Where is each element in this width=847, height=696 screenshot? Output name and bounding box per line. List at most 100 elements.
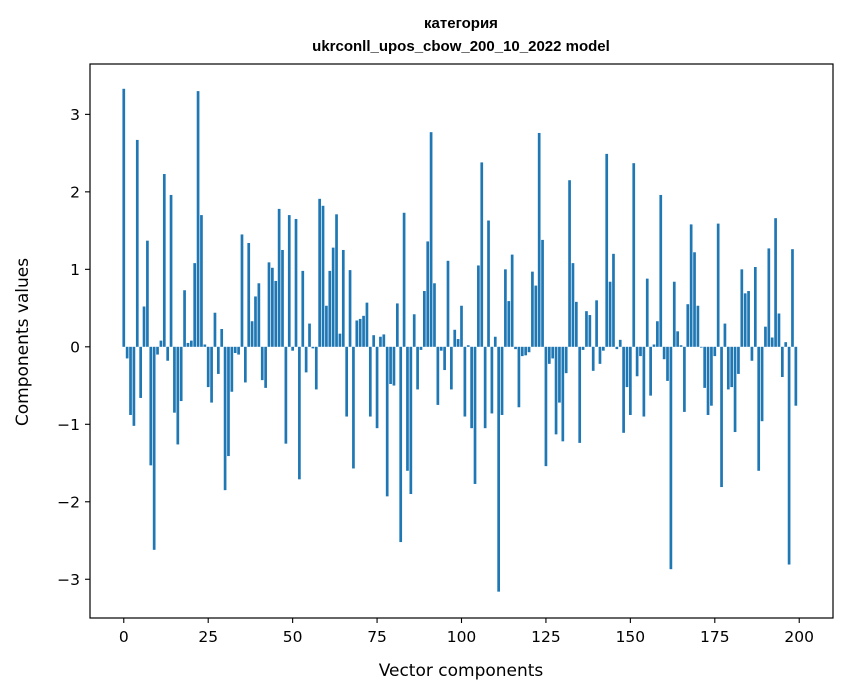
bar	[652, 344, 656, 347]
x-axis-label: Vector components	[379, 661, 544, 681]
bar	[703, 346, 707, 388]
y-tick-label: −2	[57, 493, 80, 511]
bar	[733, 346, 737, 433]
bar	[318, 198, 321, 347]
x-tick-label: 0	[119, 628, 129, 646]
bar	[490, 346, 494, 414]
bar	[551, 346, 555, 359]
bar	[362, 315, 365, 347]
bar	[345, 346, 349, 417]
bar	[287, 215, 291, 347]
x-tick-label: 125	[531, 628, 561, 646]
bar	[780, 346, 784, 378]
bar	[423, 291, 426, 347]
bar	[504, 269, 507, 347]
bar	[233, 346, 237, 354]
bar	[122, 88, 126, 347]
bar	[264, 346, 267, 388]
bar	[598, 346, 602, 364]
bar	[568, 180, 571, 347]
bar	[267, 262, 271, 347]
chart-title: категория	[424, 15, 498, 32]
bar	[757, 346, 761, 471]
x-axis-ticks: 0 25 50 75 100 125 150 175 200	[119, 618, 814, 646]
bar	[173, 346, 176, 413]
bar	[301, 270, 305, 347]
bar	[325, 305, 328, 347]
bar	[679, 345, 683, 347]
bar	[689, 224, 693, 347]
bar	[686, 304, 690, 347]
bar	[578, 346, 582, 443]
bar	[375, 346, 379, 429]
bar	[331, 247, 335, 347]
x-tick-label: 75	[367, 628, 387, 646]
bar	[416, 346, 419, 390]
y-tick-label: 0	[70, 338, 80, 356]
bar	[308, 323, 311, 347]
bar	[605, 153, 609, 347]
bar	[767, 248, 771, 347]
bar	[517, 346, 521, 408]
bar	[460, 305, 463, 347]
bar	[659, 194, 663, 347]
bar	[257, 283, 261, 347]
bar	[355, 320, 359, 347]
bar	[372, 335, 376, 347]
bar	[213, 312, 217, 347]
bar	[571, 263, 575, 347]
bar	[591, 346, 595, 371]
bar	[693, 252, 696, 347]
bar	[585, 311, 588, 347]
bar	[524, 346, 528, 356]
bar	[558, 346, 561, 403]
chart-subtitle: ukrconll_upos_cbow_200_10_2022 model	[312, 38, 610, 55]
bar	[271, 267, 274, 347]
bar	[642, 346, 646, 417]
bar	[439, 346, 443, 351]
bar	[210, 346, 213, 403]
bar	[601, 346, 605, 351]
bar	[666, 346, 669, 381]
y-axis-ticks: −3 −2 −1 0 1 2 3	[57, 106, 90, 589]
bar	[574, 301, 578, 347]
bar	[520, 346, 524, 357]
bar	[321, 205, 325, 347]
bar	[129, 346, 132, 415]
bar	[622, 346, 625, 433]
bar	[588, 315, 592, 347]
bar	[399, 346, 403, 543]
bar	[750, 346, 754, 361]
bar	[260, 346, 264, 381]
bar	[618, 339, 622, 347]
bar	[294, 218, 298, 347]
bar	[392, 346, 396, 386]
bar	[368, 346, 372, 417]
bar	[237, 346, 240, 355]
x-tick-label: 25	[198, 628, 218, 646]
bar	[352, 346, 355, 469]
bar	[710, 346, 713, 406]
bar	[770, 337, 774, 347]
bar	[747, 291, 750, 347]
bar	[338, 333, 342, 347]
bar	[480, 162, 484, 347]
x-tick-label: 100	[447, 628, 477, 646]
bar	[706, 346, 710, 415]
bar	[220, 328, 224, 347]
bar	[537, 132, 541, 347]
bar	[135, 139, 139, 347]
bar	[186, 342, 190, 347]
bar	[250, 321, 254, 347]
bar	[433, 283, 436, 347]
bar	[534, 285, 538, 347]
bar	[635, 346, 639, 377]
bar	[298, 346, 301, 480]
bar	[615, 346, 619, 350]
bar	[774, 218, 777, 347]
bar	[311, 346, 315, 349]
bar	[409, 346, 413, 495]
bar	[223, 346, 227, 491]
bar	[240, 234, 244, 347]
